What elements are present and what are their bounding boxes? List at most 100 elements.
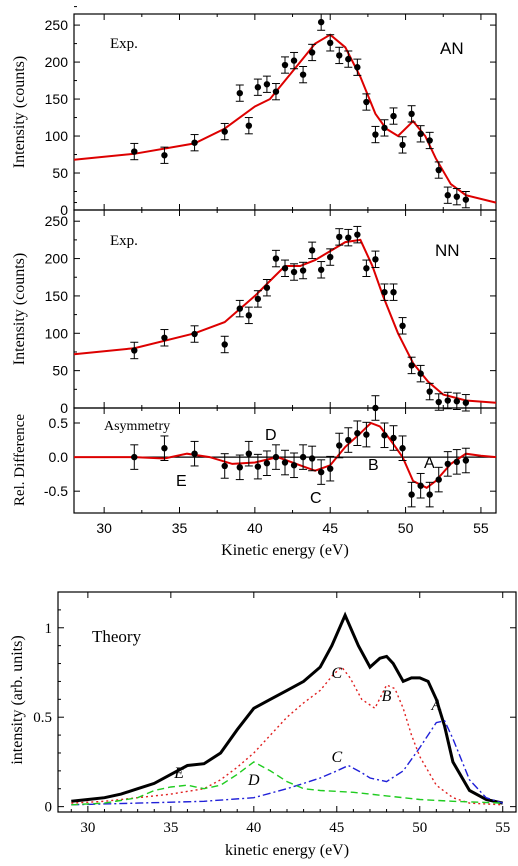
x-tick-label: 50 xyxy=(412,820,427,836)
data-point xyxy=(221,462,228,470)
data-point xyxy=(390,112,397,120)
data-point xyxy=(236,89,243,97)
data-point xyxy=(317,468,325,476)
data-point xyxy=(417,130,424,138)
data-point xyxy=(290,57,298,64)
data-point xyxy=(290,268,298,276)
data-point xyxy=(317,18,325,26)
y-tick-label: 0 xyxy=(60,202,68,218)
data-point xyxy=(336,233,343,241)
theory-feature-label: A xyxy=(430,697,441,714)
data-point xyxy=(272,255,280,262)
data-point xyxy=(299,453,307,461)
data-point xyxy=(191,330,198,338)
panel-label-exp-nn: Exp. xyxy=(110,233,138,249)
data-point xyxy=(131,347,138,354)
data-point xyxy=(453,398,461,405)
data-point xyxy=(462,196,470,203)
fit-curve xyxy=(73,238,497,404)
x-tick-label: 45 xyxy=(329,820,344,836)
data-point xyxy=(345,436,352,444)
data-point xyxy=(426,388,433,395)
y-tick-label: 0.5 xyxy=(49,415,69,431)
theory-frame xyxy=(57,591,517,813)
data-point xyxy=(354,430,361,437)
data-point xyxy=(299,71,307,78)
y-tick-label: 50 xyxy=(52,363,68,379)
x-tick-label: 55 xyxy=(473,520,489,536)
y-tick-label: 250 xyxy=(45,213,69,229)
data-point xyxy=(308,49,316,56)
data-point xyxy=(372,256,379,263)
c-b-component-curve xyxy=(71,666,503,806)
data-point xyxy=(435,398,442,406)
data-point xyxy=(363,265,370,272)
y-axis-label: intensity (arb. units) xyxy=(9,635,26,764)
y-tick-label: 100 xyxy=(45,128,69,144)
data-point xyxy=(263,284,271,291)
data-point xyxy=(254,84,262,91)
panel-label-exp-an: Exp. xyxy=(110,36,138,52)
data-point xyxy=(327,39,334,47)
data-point xyxy=(363,431,370,438)
data-point xyxy=(281,61,289,69)
data-point xyxy=(263,81,271,88)
data-point xyxy=(281,265,289,272)
y-tick-label: 0.0 xyxy=(49,449,69,465)
data-point xyxy=(272,453,280,461)
data-point xyxy=(317,266,325,273)
data-point xyxy=(381,124,388,132)
data-point xyxy=(462,399,470,406)
panel-label-asymmetry: Asymmetry xyxy=(104,419,170,434)
data-point xyxy=(221,341,228,348)
panel-frame-2 xyxy=(73,407,497,514)
data-point xyxy=(299,267,307,274)
y-tick-label: 200 xyxy=(45,54,69,70)
data-point xyxy=(408,362,415,369)
data-point xyxy=(131,453,138,461)
data-point xyxy=(399,322,406,330)
y-axis-label: Intensity (counts) xyxy=(11,56,28,168)
data-point xyxy=(345,234,352,241)
y-tick-label: 50 xyxy=(52,165,68,181)
data-point xyxy=(417,482,424,489)
feature-label-e: E xyxy=(176,473,187,490)
data-point xyxy=(236,305,243,312)
x-tick-label: 40 xyxy=(247,520,263,536)
data-point xyxy=(426,137,433,144)
data-point xyxy=(372,131,379,138)
y-tick-label: 0 xyxy=(60,400,68,416)
data-point xyxy=(390,288,397,296)
data-point xyxy=(327,465,334,472)
y-tick-label: 150 xyxy=(45,288,69,304)
data-point xyxy=(435,476,442,483)
data-point xyxy=(372,404,379,412)
feature-label-c: C xyxy=(310,490,322,507)
data-point xyxy=(221,128,228,135)
feature-label-d: D xyxy=(265,427,277,444)
x-tick-label: 40 xyxy=(246,820,261,836)
data-point xyxy=(444,460,451,468)
data-point xyxy=(161,334,168,341)
theory-title: Theory xyxy=(92,627,142,646)
theory-feature-label: E xyxy=(173,765,184,782)
panel-label-nn: NN xyxy=(435,241,460,260)
y-axis-label: Intensity (counts) xyxy=(11,253,28,365)
data-point xyxy=(390,434,397,442)
a-c-component-curve xyxy=(71,719,503,806)
x-axis-label: Kinetic energy (eV) xyxy=(221,542,349,559)
panel-label-an: AN xyxy=(440,39,464,58)
data-point xyxy=(245,450,253,457)
y-tick-label: 0.5 xyxy=(33,710,52,726)
fit-curve xyxy=(73,33,497,204)
data-point xyxy=(236,464,243,471)
x-tick-label: 50 xyxy=(398,520,414,536)
x-tick-label: 30 xyxy=(96,520,112,536)
data-point xyxy=(462,457,470,464)
data-point xyxy=(131,148,138,155)
data-point xyxy=(453,193,461,200)
d-e-component-curve xyxy=(71,761,503,806)
data-point xyxy=(272,88,280,95)
data-point xyxy=(254,295,262,303)
theory-feature-label: B xyxy=(382,688,392,705)
